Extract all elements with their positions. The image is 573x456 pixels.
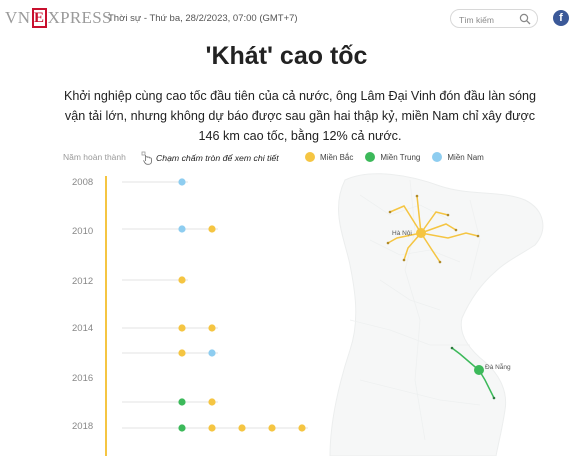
legend-label-mien-trung: Miền Trung [380,152,421,162]
expressway-dot-bac[interactable] [208,324,216,332]
site-header: VN E XPRESS Thời sự - Thứ ba, 28/2/2023, 0… [0,0,573,36]
expressway-dot-bac[interactable] [178,324,186,332]
search-box[interactable] [450,9,538,29]
year-label-2018: 2018 [72,421,94,432]
search-icon[interactable] [519,13,531,25]
expressway-dot-bac[interactable] [178,349,186,357]
danang-label: Đà Nẵng [485,362,511,371]
expressway-dot-trung[interactable] [178,398,186,406]
expressway-dot-bac[interactable] [238,424,246,432]
facebook-icon[interactable]: f [553,10,569,26]
expressway-dot-bac[interactable] [208,424,216,432]
north-nodes [386,194,480,264]
legend-item-mien-nam: Miền Nam [432,152,484,162]
region-legend: Miền Bắc Miền Trung Miền Nam [305,152,496,162]
legend-swatch-mien-nam [432,152,443,162]
expressway-dot-nam[interactable] [178,225,186,233]
hanoi-marker[interactable] [416,228,426,238]
dateline: Thời sự - Thứ ba, 28/2/2023, 07:00 (GMT+… [108,13,298,24]
expressway-dot-bac[interactable] [208,398,216,406]
legend-label-mien-bac: Miền Bắc [320,152,354,162]
expressway-dot-nam[interactable] [208,349,216,357]
expressway-dot-nam[interactable] [178,178,186,186]
logo-right: XPRESS [47,8,112,27]
danang-marker[interactable] [474,365,484,375]
logo-e-box: E [31,8,47,28]
map-landmass [329,173,544,456]
expressway-dot-bac[interactable] [208,225,216,233]
central-node-north [450,346,454,350]
vietnam-map: Hà Nội Đà Nẵng [329,173,544,456]
legend-item-mien-bac: Miền Bắc [305,152,353,162]
logo-left: VN [5,8,31,27]
year-label-2012: 2012 [72,276,94,287]
map-province-lines [349,179,481,441]
year-axis-caption: Năm hoàn thành [63,152,126,162]
year-label-2016: 2016 [72,373,94,384]
expressway-dot-bac[interactable] [298,424,306,432]
north-expressways [387,195,479,263]
tap-hint-text: Chạm chấm tròn để xem chi tiết [156,153,279,163]
article-lede: Khởi nghiệp cùng cao tốc đầu tiên của cả… [63,89,537,143]
article-title: 'Khát' cao tốc [205,42,368,70]
expressway-dot-bac[interactable] [178,276,186,284]
expressway-dot-trung[interactable] [178,424,186,432]
expressway-dot-bac[interactable] [268,424,276,432]
legend-label-mien-nam: Miền Nam [447,152,484,162]
year-label-2010: 2010 [72,226,94,237]
timeline-rows [122,178,308,432]
legend-swatch-mien-trung [365,152,376,162]
legend-swatch-mien-bac [305,152,315,162]
vnexpress-logo[interactable]: VN E XPRESS [5,7,112,29]
timeline-axis [105,176,107,456]
year-label-2014: 2014 [72,323,94,334]
pointer-hand-icon [141,151,152,165]
search-input[interactable] [459,11,525,29]
tap-hint: Chạm chấm tròn để xem chi tiết [141,151,279,165]
central-node-south [492,396,496,400]
legend-item-mien-trung: Miền Trung [365,152,420,162]
year-label-2008: 2008 [72,177,94,188]
hanoi-label: Hà Nội [392,230,412,237]
